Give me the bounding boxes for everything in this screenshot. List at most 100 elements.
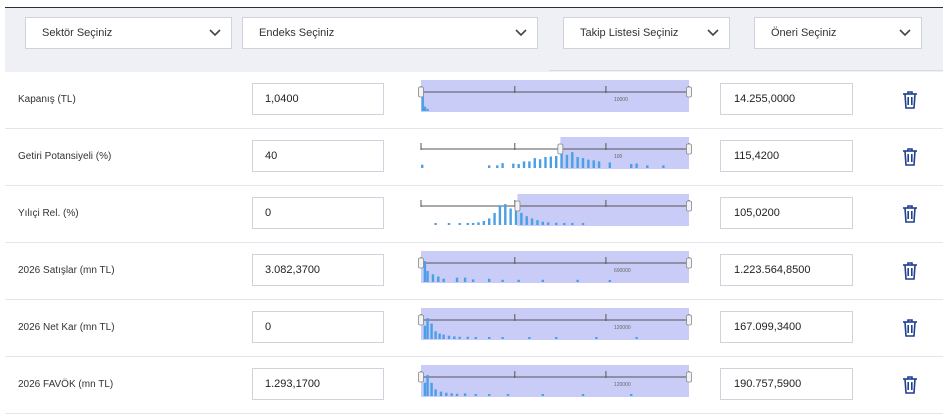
histogram-bar (555, 222, 558, 225)
max-value-input[interactable]: 1.223.564,8500 (720, 254, 853, 286)
min-value-input[interactable]: 3.082,3700 (252, 254, 384, 286)
histogram-bar (488, 337, 491, 339)
criteria-label: Yılıçi Rel. (%) (18, 208, 79, 219)
range-min-handle[interactable] (418, 257, 424, 269)
histogram-bar (549, 156, 553, 168)
criteria-label: 2026 FAVÖK (mn TL) (18, 379, 114, 390)
range-min-handle[interactable] (418, 371, 424, 383)
top-border (5, 7, 943, 8)
histogram-bar (533, 158, 536, 168)
histogram-bar (498, 205, 502, 225)
criteria-row: 2026 FAVÖK (mn TL) 1.293,1700 120000 190… (5, 357, 943, 414)
trash-icon[interactable] (902, 147, 918, 166)
histogram-bar (423, 325, 427, 339)
trash-icon[interactable] (902, 90, 918, 109)
histogram-bar (544, 157, 547, 168)
range-max-handle[interactable] (686, 371, 692, 383)
histogram-bar (522, 161, 526, 168)
histogram-bar (445, 392, 448, 396)
trash-icon[interactable] (902, 204, 918, 223)
trash-icon[interactable] (902, 318, 918, 337)
histogram-bar (442, 334, 445, 339)
recommendation-select[interactable]: Öneri Seçiniz (754, 17, 922, 49)
histogram-bar (455, 393, 459, 396)
histogram-bar (434, 331, 437, 339)
range-histogram[interactable]: 120000 (413, 307, 693, 343)
range-min-handle[interactable] (557, 143, 564, 155)
range-max-handle[interactable] (686, 314, 692, 326)
range-histogram[interactable]: 100 (413, 136, 693, 172)
histogram-bar (635, 337, 638, 339)
criteria-label: Kapanış (TL) (18, 94, 76, 105)
range-histogram[interactable] (413, 193, 693, 229)
range-selection (421, 251, 689, 283)
sector-select[interactable]: Sektör Seçiniz (25, 17, 232, 49)
axis-tick-label: 600000 (614, 268, 631, 274)
histogram-bar (423, 261, 427, 282)
max-value-input[interactable]: 105,0200 (720, 197, 853, 229)
histogram-bar (555, 155, 558, 168)
histogram-bar (541, 394, 544, 396)
histogram-bar (646, 165, 649, 168)
histogram-bar (546, 222, 550, 225)
min-value-input[interactable]: 0 (252, 197, 384, 229)
max-value-input[interactable]: 14.255,0000 (720, 83, 853, 115)
range-histogram[interactable]: 120000 (413, 364, 693, 400)
histogram-bar (453, 336, 456, 339)
sector-select-label: Sektör Seçiniz (42, 27, 113, 39)
histogram-bar (426, 271, 429, 282)
min-value-input[interactable]: 0 (252, 311, 384, 343)
chevron-down-icon (209, 29, 221, 37)
histogram-bar (592, 160, 595, 168)
histogram-bar (563, 223, 566, 225)
histogram-bar (426, 318, 429, 339)
histogram-bar (560, 146, 563, 168)
range-min-handle[interactable] (514, 200, 521, 212)
max-value-input[interactable]: 190.757,5900 (720, 368, 853, 400)
histogram-bar (635, 163, 638, 168)
range-max-handle[interactable] (686, 257, 692, 269)
histogram-bar (555, 337, 558, 339)
min-value-input[interactable]: 1.293,1700 (252, 368, 384, 400)
histogram-bar (482, 221, 486, 225)
histogram-bar (571, 223, 574, 225)
min-value-input[interactable]: 40 (252, 140, 384, 172)
histogram-bar (439, 391, 443, 396)
criteria-label: 2026 Net Kar (mn TL) (18, 322, 115, 333)
range-selection (421, 365, 689, 397)
trash-icon[interactable] (902, 261, 918, 280)
histogram-bar (587, 159, 590, 168)
histogram-bar (538, 159, 542, 168)
histogram-bar (517, 279, 520, 282)
range-max-handle[interactable] (686, 143, 692, 155)
min-value-input[interactable]: 1,0400 (252, 83, 384, 115)
histogram-bar (506, 394, 510, 396)
histogram-bar (565, 154, 569, 168)
max-value-input[interactable]: 167.099,3400 (720, 311, 853, 343)
range-min-handle[interactable] (418, 314, 424, 326)
axis-tick-label: 100 (614, 154, 623, 160)
histogram-bar (431, 274, 435, 282)
range-max-handle[interactable] (686, 200, 692, 212)
histogram-bar (595, 337, 598, 339)
range-min-handle[interactable] (418, 86, 424, 98)
index-select[interactable]: Endeks Seçiniz (242, 17, 538, 49)
histogram-bar (421, 164, 424, 168)
histogram-bar (630, 164, 633, 168)
histogram-bar (488, 278, 491, 282)
histogram-bar (430, 382, 433, 396)
histogram-bar (423, 382, 427, 396)
histogram-bar (517, 164, 520, 168)
max-value-input[interactable]: 115,4200 (720, 140, 853, 172)
range-histogram[interactable]: 600000 (413, 250, 693, 286)
range-max-handle[interactable] (686, 86, 692, 98)
criteria-row: 2026 Net Kar (mn TL) 0 120000 167.099,34… (5, 300, 943, 357)
range-histogram[interactable]: 10000 (413, 79, 693, 115)
watchlist-select[interactable]: Takip Listesi Seçiniz (563, 17, 730, 49)
histogram-bar (434, 389, 437, 396)
histogram-bar (488, 165, 491, 168)
range-selection (517, 194, 689, 226)
criteria-label: 2026 Satışlar (mn TL) (18, 265, 115, 276)
trash-icon[interactable] (902, 375, 918, 394)
histogram-bar (630, 394, 633, 396)
